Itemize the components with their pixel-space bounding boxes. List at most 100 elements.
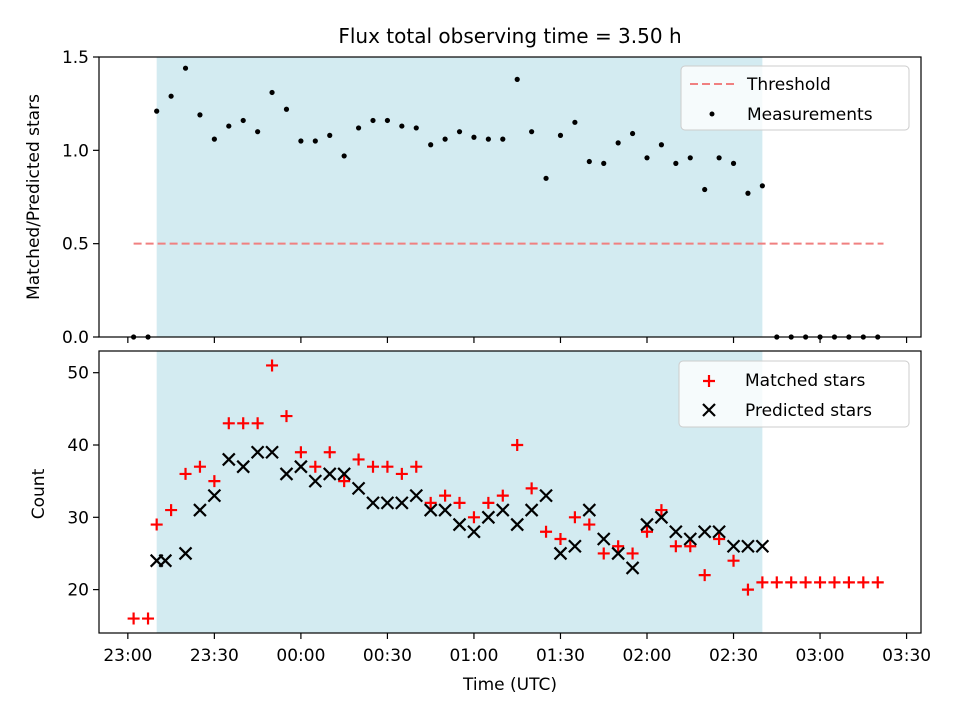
measurement-point	[154, 108, 160, 114]
matched-star-point	[482, 496, 495, 509]
matched-star-point	[799, 576, 812, 589]
measurements-legend-swatch	[709, 111, 715, 117]
predicted-star-point	[568, 539, 582, 554]
measurement-point	[687, 155, 693, 161]
matched-star-point	[410, 460, 423, 473]
ratio-panel: Flux total observing time = 3.50 h 0.0 0.…	[24, 24, 922, 348]
matched-star-point	[612, 540, 625, 553]
predicted-star-point	[741, 539, 755, 554]
matched-star-point	[727, 554, 740, 567]
measurement-point	[298, 138, 304, 144]
predicted-star-point	[438, 503, 452, 517]
measurement-point	[471, 134, 477, 140]
bottom-legend: Matched stars Predicted stars	[678, 360, 910, 428]
measurement-point	[370, 117, 376, 124]
matched-star-point	[237, 417, 250, 430]
x-tick-label: 03:30	[882, 646, 931, 666]
matched-star-point	[251, 417, 264, 430]
measurement-point	[615, 140, 621, 146]
matched-star-point	[828, 576, 841, 589]
bottom-y-axis-label: Count	[29, 468, 49, 519]
measurement-point	[428, 142, 434, 148]
y-tick-label: 40	[67, 436, 89, 456]
predicted-star-point	[294, 459, 308, 474]
predicted-star-point	[193, 503, 207, 517]
matched-star-point	[626, 547, 639, 560]
measurement-point	[529, 129, 535, 135]
measurement-point	[730, 160, 737, 166]
predicted-legend-swatch	[702, 403, 716, 417]
predicted-star-point	[654, 510, 669, 525]
matched-star-point	[756, 576, 769, 589]
predicted-star-point	[726, 539, 741, 554]
top-legend-box	[680, 65, 910, 131]
matched-star-point	[842, 576, 855, 589]
measurement-point	[255, 129, 261, 135]
matched-star-point	[323, 446, 336, 459]
x-tick-label: 02:00	[623, 646, 672, 666]
predicted-star-point	[467, 524, 481, 539]
y-tick-label: 0.5	[62, 235, 89, 255]
measurement-point	[413, 125, 419, 131]
measurement-point	[384, 117, 391, 124]
predicted-star-point	[669, 524, 683, 539]
matched-star-point	[352, 453, 365, 466]
matched-star-point	[142, 612, 155, 625]
measurement-point	[745, 190, 751, 196]
predicted-star-point	[582, 503, 597, 517]
predicted-star-point	[640, 517, 654, 532]
measurement-point	[168, 93, 174, 99]
measurement-point	[572, 119, 578, 125]
observing-window-shading	[156, 351, 763, 633]
predicted-star-point	[222, 452, 236, 467]
count-marks	[127, 359, 884, 625]
matched-star-point	[309, 460, 322, 473]
measurement-point	[485, 136, 491, 142]
predicted-star-point	[250, 445, 265, 460]
matched-star-point	[467, 511, 480, 524]
measurement-point	[240, 117, 246, 124]
chart-title: Flux total observing time = 3.50 h	[338, 24, 681, 48]
matched-star-point	[280, 410, 293, 423]
predicted-star-point	[236, 459, 250, 474]
y-tick-label: 0.0	[62, 328, 89, 348]
predicted-star-point	[496, 503, 510, 517]
matched-star-point	[814, 576, 827, 589]
matched-star-point	[540, 525, 553, 538]
x-tick-label: 00:00	[276, 646, 325, 666]
top-y-axis: 0.0 0.5 1.0 1.5	[62, 48, 99, 348]
matched-star-point	[741, 583, 754, 596]
matched-legend-swatch	[703, 375, 715, 387]
matched-star-point	[669, 540, 682, 553]
matched-star-point	[395, 467, 408, 480]
predicted-star-point	[308, 474, 323, 488]
measurement-point	[629, 130, 636, 137]
observing-window-shading	[156, 57, 763, 337]
measurement-point	[283, 106, 290, 112]
matched-star-point	[439, 489, 452, 502]
measurements-legend-label: Measurements	[747, 105, 873, 125]
top-axes-frame	[98, 56, 922, 338]
x-tick-label: 23:30	[190, 646, 239, 666]
matched-star-point	[554, 533, 567, 545]
predicted-star-point	[625, 561, 640, 575]
matched-star-point	[222, 417, 235, 430]
x-tick-label: 00:30	[363, 646, 412, 666]
predicted-star-point	[265, 445, 279, 460]
predicted-star-point	[380, 496, 395, 510]
predicted-star-point	[611, 546, 625, 561]
matched-star-point	[424, 496, 437, 509]
measurement-point	[399, 123, 405, 129]
y-tick-label: 1.0	[62, 141, 89, 161]
measurement-point	[312, 138, 318, 144]
y-tick-label: 50	[67, 364, 89, 384]
predicted-star-point	[481, 510, 496, 525]
measurement-point	[269, 89, 275, 96]
bottom-x-axis: 23:00 23:30 00:00 00:30 01:00 01:30 02:00 02:30…	[103, 633, 931, 666]
matched-star-point	[698, 569, 711, 582]
matched-star-point	[525, 482, 538, 495]
predicted-legend-label: Predicted stars	[745, 401, 872, 421]
matched-star-point	[684, 540, 697, 553]
ratio-marks	[131, 65, 884, 340]
